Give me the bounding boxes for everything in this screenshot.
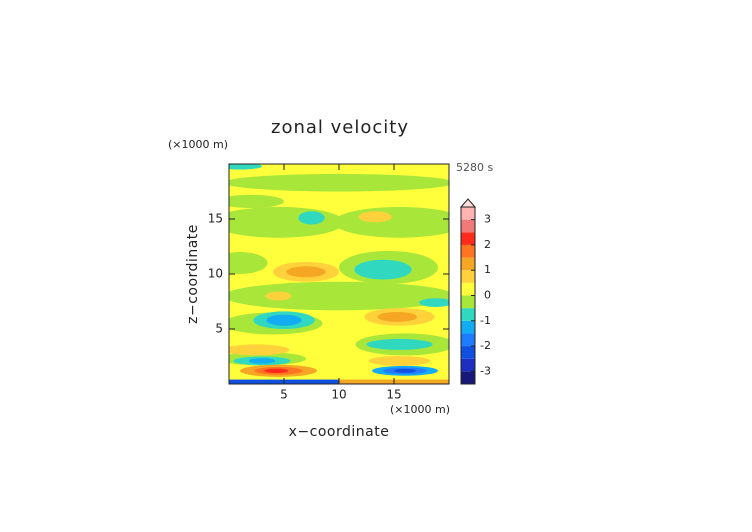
colorbar-swatch [461, 295, 475, 309]
x-tick-label: 5 [280, 388, 288, 402]
contour-region [229, 173, 449, 192]
time-label: 5280 s [456, 161, 493, 174]
contour-region [248, 358, 276, 364]
contour-region [264, 368, 289, 373]
x-tick-label: 10 [331, 388, 346, 402]
y-axis-label: z−coordinate [185, 224, 201, 324]
colorbar-tick-label: 3 [484, 213, 491, 226]
colorbar-swatch [461, 232, 475, 245]
colorbar-swatch [461, 207, 475, 220]
contour-region [265, 291, 292, 301]
contour-region [419, 298, 449, 307]
contour-region [229, 344, 290, 356]
contour-region [366, 338, 433, 350]
colorbar-tick-label: -3 [480, 364, 491, 377]
colorbar-tick-label: 2 [484, 238, 491, 251]
x-unit: (×1000 m) [390, 403, 450, 416]
colorbar-swatch [461, 282, 475, 296]
contour-region [229, 164, 262, 170]
y-tick-label: 5 [215, 322, 223, 336]
colorbar-swatch [461, 320, 475, 334]
contour-region [229, 281, 449, 311]
field [229, 164, 449, 384]
contour-region [377, 311, 418, 322]
colorbar-tick-label: 1 [484, 263, 491, 276]
colorbar-extend [459, 198, 477, 208]
contour-region [229, 252, 268, 274]
x-tick-label: 15 [386, 388, 401, 402]
y-unit: (×1000 m) [168, 138, 228, 151]
contour-region [229, 206, 345, 238]
contour-region [368, 355, 431, 366]
contour-region [358, 211, 392, 223]
colorbar-swatch [461, 333, 475, 347]
y-tick-label: 10 [208, 267, 223, 281]
contour-region [333, 206, 449, 238]
axes: 5 10 15 5 10 15 -3 -2 -1 0 1 2 3 [208, 163, 491, 402]
colorbar-tick-label: -1 [480, 314, 491, 327]
colorbar-tick-label: -2 [480, 339, 491, 352]
contour-region [229, 194, 284, 208]
contour-region [394, 368, 416, 373]
colorbar-swatch [461, 358, 475, 372]
contour-region [266, 314, 302, 326]
colorbar-swatch [461, 219, 475, 233]
x-axis-label: x−coordinate [289, 424, 390, 440]
colorbar-swatch [461, 244, 475, 258]
colorbar-swatch [461, 257, 475, 271]
colorbar-swatch [461, 308, 475, 321]
colorbar-swatch [461, 346, 475, 359]
contour-region [298, 211, 325, 225]
chart-title: zonal velocity [271, 117, 409, 138]
y-tick-label: 15 [208, 212, 223, 226]
contour-region [354, 259, 412, 280]
contour-region [286, 266, 326, 278]
colorbar-swatch [461, 270, 475, 283]
colorbar-tick-label: 0 [484, 289, 491, 302]
colorbar-swatch [461, 371, 475, 384]
